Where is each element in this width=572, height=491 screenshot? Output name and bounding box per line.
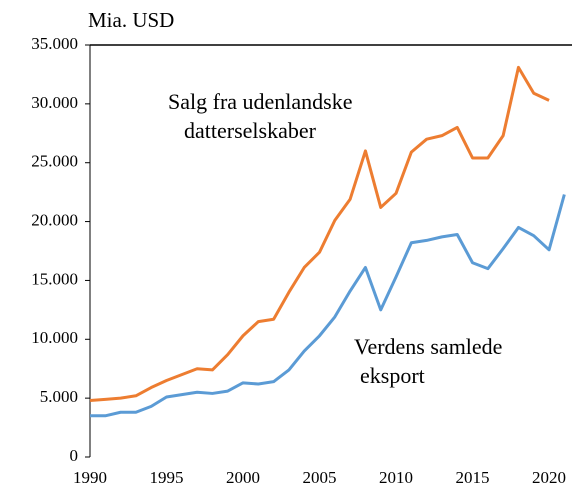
series-line [90, 194, 566, 418]
y-tick-label: 20.000 [31, 210, 78, 229]
x-tick-label: 2005 [303, 468, 337, 487]
x-tick-label: 2015 [456, 468, 490, 487]
annotation: datterselskaber [184, 118, 317, 143]
x-tick-label: 2020 [532, 468, 566, 487]
y-tick-label: 30.000 [31, 93, 78, 112]
annotation: eksport [360, 363, 425, 388]
x-tick-label: 2000 [226, 468, 260, 487]
y-tick-label: 10.000 [31, 328, 78, 347]
x-tick-label: 1995 [150, 468, 184, 487]
x-tick-label: 1990 [73, 468, 107, 487]
y-tick-label: 25.000 [31, 152, 78, 171]
y-tick-label: 35.000 [31, 34, 78, 53]
y-tick-label: 15.000 [31, 269, 78, 288]
x-tick-label: 2010 [379, 468, 413, 487]
annotation: Salg fra udenlandske [168, 89, 353, 114]
annotation: Verdens samlede [354, 334, 502, 359]
y-tick-label: 5.000 [40, 387, 78, 406]
series-line [89, 65, 550, 402]
y-axis-label: Mia. USD [88, 8, 174, 32]
y-tick-label: 0 [70, 446, 79, 465]
